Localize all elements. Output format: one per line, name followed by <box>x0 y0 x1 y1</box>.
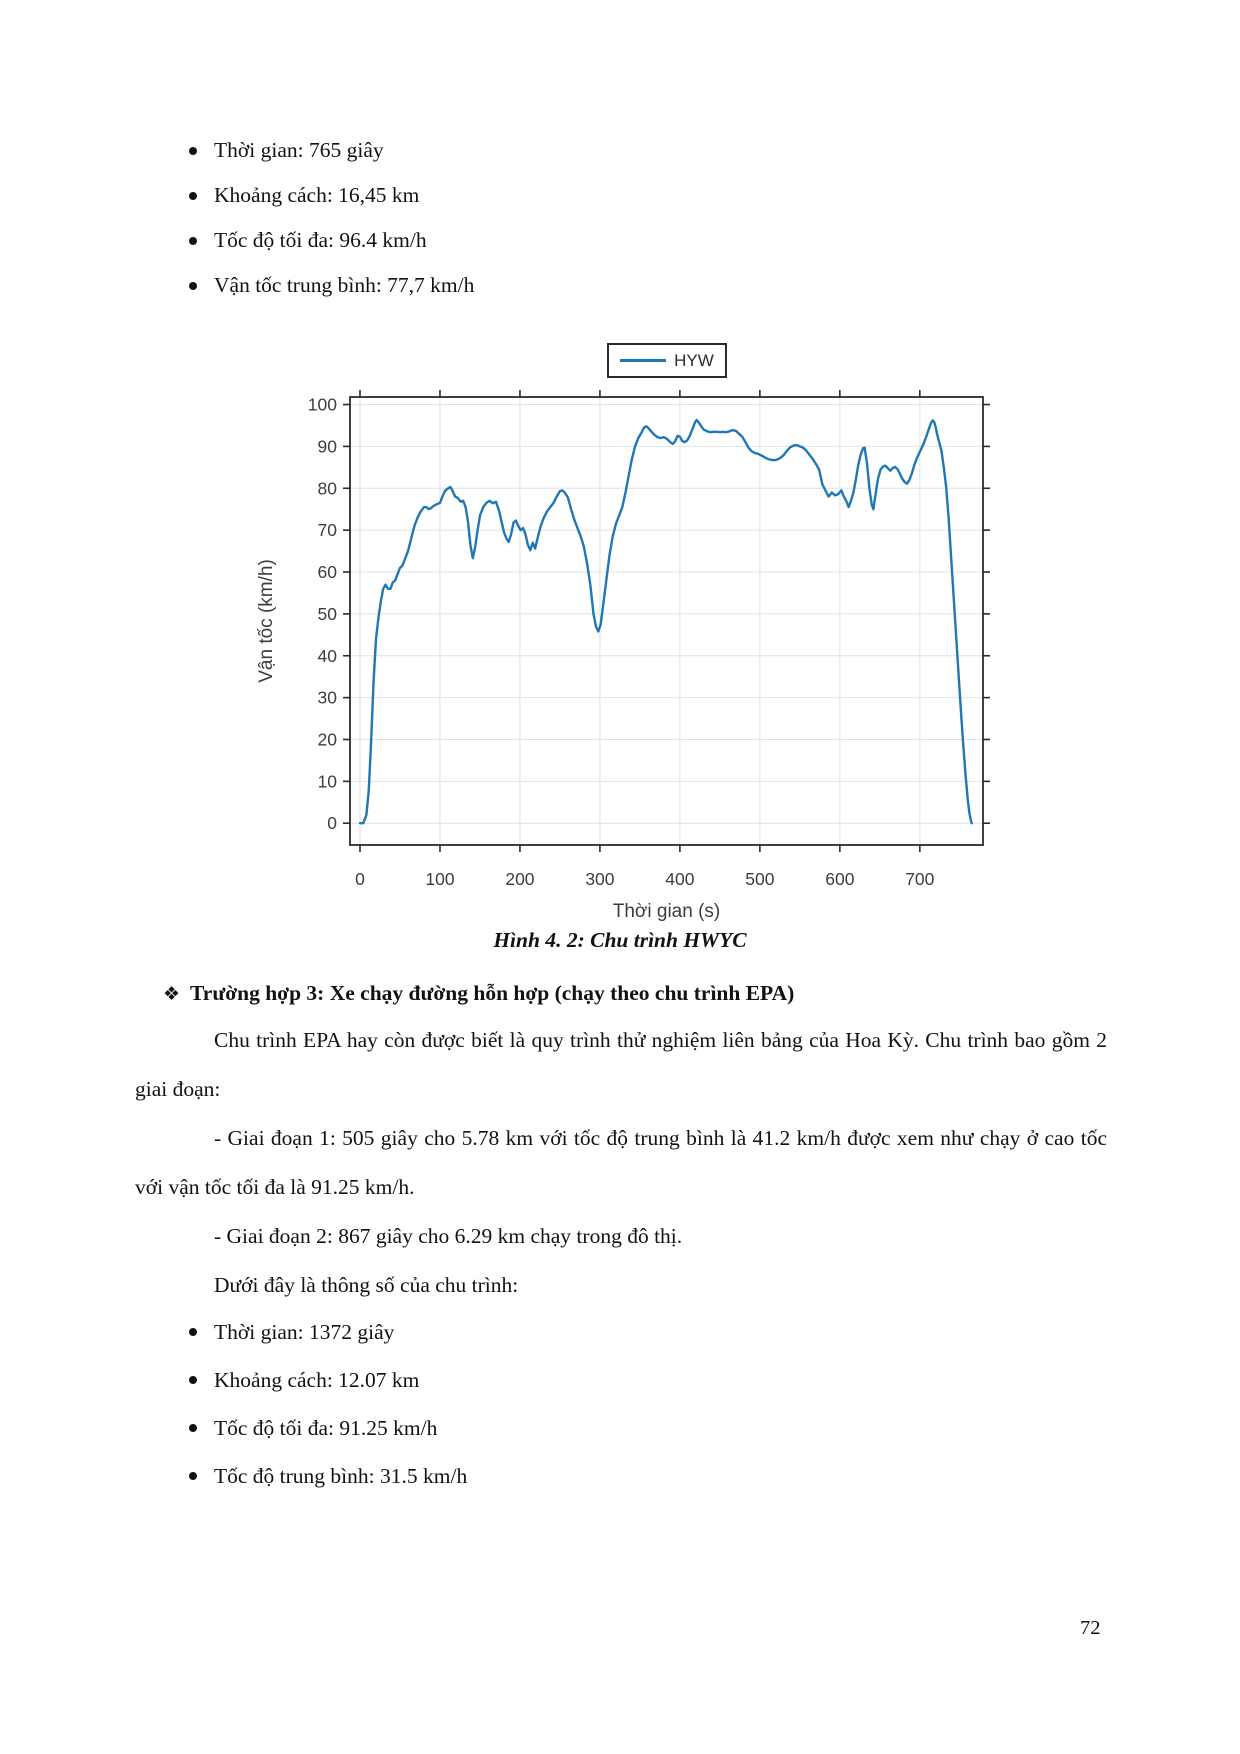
svg-text:50: 50 <box>318 604 338 624</box>
list-item: Tốc độ tối đa: 96.4 km/h <box>183 218 474 263</box>
svg-text:600: 600 <box>825 869 854 889</box>
list-item: Thời gian: 1372 giây <box>183 1308 467 1356</box>
paragraph: - Giai đoạn 1: 505 giây cho 5.78 km với … <box>135 1126 1107 1199</box>
chart-legend: HYW <box>607 343 727 378</box>
section-heading: ❖ Trường hợp 3: Xe chạy đường hỗn hợp (c… <box>163 981 794 1006</box>
svg-text:70: 70 <box>318 520 338 540</box>
bullet-dot-icon <box>189 191 197 200</box>
svg-text:Thời gian (s): Thời gian (s) <box>613 901 721 922</box>
svg-text:90: 90 <box>318 436 338 456</box>
bottom-spec-list: Thời gian: 1372 giây Khoảng cách: 12.07 … <box>183 1308 467 1500</box>
diamond-bullet-icon: ❖ <box>163 983 181 1005</box>
svg-text:60: 60 <box>318 562 338 582</box>
list-item: Vận tốc trung bình: 77,7 km/h <box>183 263 474 308</box>
svg-text:100: 100 <box>425 869 454 889</box>
svg-text:100: 100 <box>308 395 337 415</box>
section-heading-label: Trường hợp 3: Xe chạy đường hỗn hợp (chạ… <box>190 981 795 1005</box>
bullet-dot-icon <box>189 1472 197 1480</box>
figure-caption: Hình 4. 2: Chu trình HWYC <box>493 928 747 952</box>
legend-label: HYW <box>674 350 714 370</box>
paragraph: Dưới đây là thông số của chu trình: <box>214 1273 519 1297</box>
svg-text:20: 20 <box>318 729 338 749</box>
top-spec-list: Thời gian: 765 giây Khoảng cách: 16,45 k… <box>183 128 474 308</box>
svg-text:30: 30 <box>318 688 338 708</box>
svg-text:400: 400 <box>665 869 694 889</box>
speed-chart-svg: 0 100 200 300 400 500 600 700 0 10 20 30 40 50 60 70 80 9… <box>256 390 990 922</box>
svg-text:40: 40 <box>318 646 338 666</box>
svg-text:700: 700 <box>905 869 934 889</box>
bullet-dot-icon <box>189 1424 197 1432</box>
list-item-label: Thời gian: 765 giây <box>214 138 384 162</box>
body-text: Chu trình EPA hay còn được biết là quy t… <box>135 1016 1107 1310</box>
list-item-label: Tốc độ trung bình: 31.5 km/h <box>214 1463 468 1488</box>
bullet-dot-icon <box>189 1328 197 1336</box>
list-item: Khoảng cách: 16,45 km <box>183 173 474 218</box>
list-item: Tốc độ tối đa: 91.25 km/h <box>183 1404 467 1452</box>
svg-text:Vận tốc (km/h): Vận tốc (km/h) <box>256 559 277 683</box>
bullet-dot-icon <box>189 236 197 245</box>
svg-text:0: 0 <box>355 869 365 889</box>
paragraph: - Giai đoạn 2: 867 giây cho 6.29 km chạy… <box>214 1224 683 1248</box>
list-item-label: Tốc độ tối đa: 96.4 km/h <box>214 228 427 252</box>
bullet-dot-icon <box>189 146 197 155</box>
page-number: 72 <box>1080 1617 1101 1639</box>
list-item-label: Khoảng cách: 16,45 km <box>214 183 420 207</box>
bullet-dot-icon <box>189 1376 197 1384</box>
paragraph: Chu trình EPA hay còn được biết là quy t… <box>135 1028 1107 1101</box>
list-item: Tốc độ trung bình: 31.5 km/h <box>183 1452 467 1500</box>
svg-text:0: 0 <box>327 813 337 833</box>
list-item-label: Vận tốc trung bình: 77,7 km/h <box>214 273 475 297</box>
svg-text:80: 80 <box>318 478 338 498</box>
svg-text:500: 500 <box>745 869 774 889</box>
list-item-label: Tốc độ tối đa: 91.25 km/h <box>214 1415 438 1440</box>
svg-text:300: 300 <box>585 869 614 889</box>
svg-text:10: 10 <box>318 771 338 791</box>
list-item: Thời gian: 765 giây <box>183 128 474 173</box>
bullet-dot-icon <box>189 281 197 290</box>
svg-text:200: 200 <box>505 869 534 889</box>
list-item: Khoảng cách: 12.07 km <box>183 1356 467 1404</box>
list-item-label: Thời gian: 1372 giây <box>214 1319 395 1344</box>
list-item-label: Khoảng cách: 12.07 km <box>214 1367 420 1392</box>
legend-line-icon <box>620 359 667 362</box>
